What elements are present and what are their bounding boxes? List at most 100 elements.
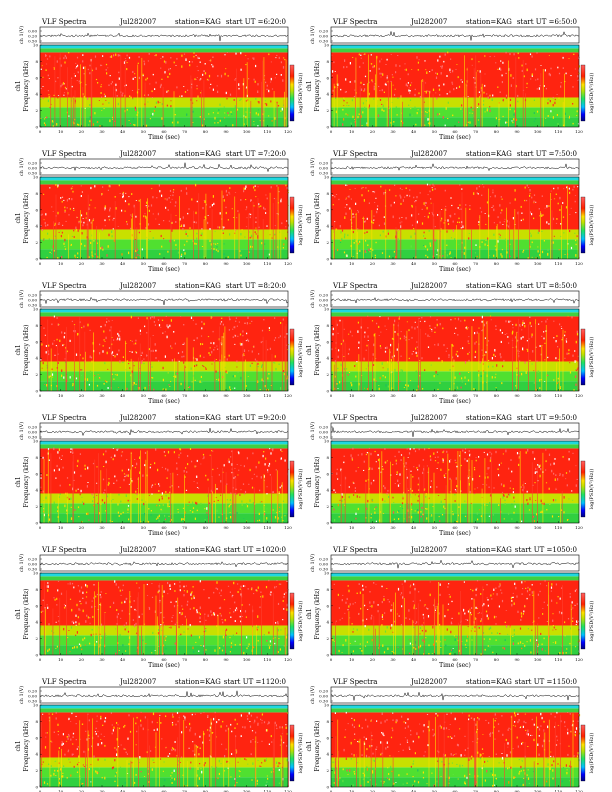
spectrum-speckle: [55, 184, 57, 186]
spectrum-speckle: [566, 519, 569, 521]
spectrum-speckle: [509, 202, 511, 204]
spectrum-speckle: [521, 329, 523, 331]
spectrum-speckle: [401, 502, 404, 505]
spectrum-speckle: [454, 489, 457, 491]
spectrum-speckle: [494, 376, 496, 379]
spectrum-speckle: [499, 118, 501, 120]
spectrum-band: [331, 576, 579, 581]
spectrum-speckle: [373, 98, 375, 100]
spectrum-speckle: [378, 85, 380, 88]
spectrum-speckle: [430, 199, 432, 200]
spectrum-speckle: [87, 323, 89, 327]
sferic-streak: [269, 192, 271, 259]
x-tick-label: 40: [120, 393, 126, 398]
spectrum-speckle: [155, 54, 157, 57]
sferic-streak: [273, 91, 275, 127]
spectrum-speckle: [503, 359, 505, 362]
spectrum-speckle: [150, 204, 153, 207]
spectrum-speckle: [120, 454, 123, 457]
spectrum-speckle: [81, 496, 83, 498]
spectrum-speckle: [572, 188, 574, 191]
waveform-ylabel: ch 1(V): [18, 422, 25, 440]
spectrum-speckle: [219, 647, 221, 650]
sferic-streak: [332, 361, 334, 391]
spectrum-speckle: [453, 88, 455, 91]
spectrum-speckle: [557, 478, 559, 481]
sferic-streak: [464, 55, 465, 127]
spectrum-speckle: [106, 495, 108, 498]
sferic-streak: [159, 583, 160, 655]
spectrum-speckle: [526, 348, 528, 350]
spectrum-speckle: [236, 609, 238, 611]
spectrum-band: [40, 645, 288, 655]
spectrum-speckle: [114, 120, 116, 122]
spectrum-speckle: [121, 601, 123, 604]
spectrum-speckle: [250, 199, 252, 201]
spectrum-speckle: [170, 105, 172, 108]
spectrum-speckle: [261, 365, 263, 368]
spectrum-speckle: [204, 219, 206, 221]
spectrum-speckle: [80, 375, 83, 376]
spectrum-speckle: [363, 221, 365, 223]
spectrum-speckle: [165, 647, 167, 650]
spectrum-speckle: [175, 215, 177, 216]
spectrum-speckle: [347, 353, 350, 355]
spectrum-speckle: [127, 512, 129, 513]
spectrum-speckle: [266, 103, 268, 106]
spectrum-speckle: [567, 315, 569, 317]
spectrum-speckle: [367, 479, 369, 481]
spectrum-speckle: [155, 218, 157, 220]
sferic-streak: [177, 597, 179, 655]
spectrum-speckle: [472, 109, 474, 111]
spectrum-speckle: [503, 484, 505, 488]
spectrum-speckle: [246, 206, 248, 209]
spectrum-speckle: [499, 633, 501, 635]
spectrum-speckle: [81, 369, 83, 371]
spectrum-speckle: [126, 54, 128, 57]
spectrum-speckle: [405, 187, 407, 189]
spectrum-speckle: [389, 351, 391, 354]
spectrum-speckle: [427, 118, 429, 121]
spectrum-speckle: [477, 613, 479, 614]
spectrum-speckle: [520, 219, 522, 222]
spectrum-speckle: [66, 350, 68, 353]
spectrum-speckle: [279, 335, 281, 338]
spectrum-speckle: [279, 486, 281, 489]
spectrum-speckle: [361, 187, 363, 190]
spectrum-speckle: [148, 508, 150, 510]
spectrum-speckle: [478, 103, 480, 106]
spectrum-speckle: [397, 55, 399, 56]
spectrum-speckle: [513, 500, 515, 503]
spectrum-speckle: [237, 591, 239, 593]
spectrum-speckle: [522, 588, 524, 590]
spectrum-speckle: [476, 192, 478, 194]
spectrum-speckle: [217, 122, 219, 124]
spectrum-speckle: [416, 56, 418, 59]
sferic-streak: [67, 67, 68, 127]
spectrum-speckle: [102, 478, 105, 481]
spectrum-speckle: [254, 80, 256, 83]
spectrum-speckle: [554, 98, 556, 101]
spectrum-speckle: [569, 191, 571, 194]
spectrum-speckle: [63, 199, 65, 201]
spectrum-speckle: [138, 587, 140, 589]
sferic-streak: [201, 90, 202, 127]
spectrum-speckle: [192, 507, 195, 509]
spectrum-speckle: [520, 337, 522, 340]
spectrum-speckle: [56, 464, 58, 468]
spectrum-speckle: [519, 627, 522, 630]
spectrum-speckle: [473, 192, 475, 195]
spectrum-speckle: [447, 118, 449, 120]
y-tick-label: 4: [35, 620, 38, 625]
spectrum-speckle: [203, 322, 205, 326]
spectrum-speckle: [425, 202, 427, 204]
spectrum-speckle: [97, 256, 99, 258]
spectrum-speckle: [218, 474, 220, 476]
spectrum-speckle: [574, 360, 576, 363]
spectrum-speckle: [421, 222, 424, 225]
x-tick-label: 0: [330, 261, 333, 266]
y-tick-label: 6: [35, 75, 38, 80]
sferic-streak: [276, 470, 278, 523]
spectrum-band: [331, 448, 579, 494]
spectrum-speckle: [575, 369, 577, 370]
